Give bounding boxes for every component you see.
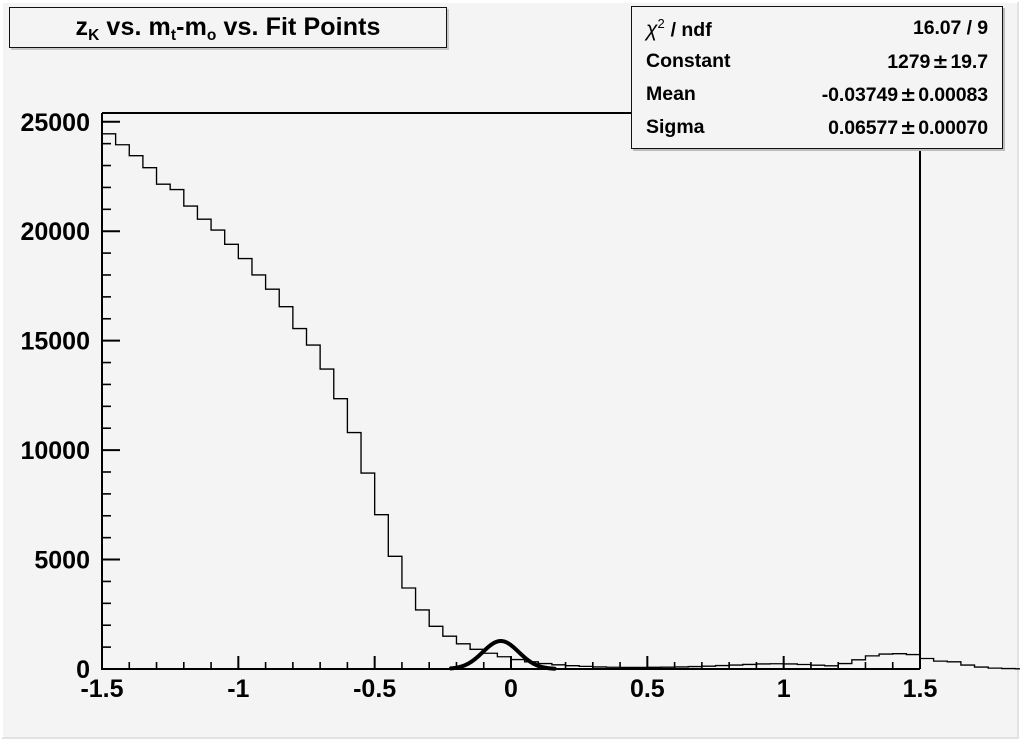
x-tick-label: 0.5 <box>630 675 665 703</box>
histogram-step-curve <box>101 133 1020 670</box>
page-title: zK vs. mt-mo vs. Fit Points <box>75 13 381 44</box>
title-mid: vs. m <box>99 13 171 41</box>
plus-minus-icon: ± <box>899 115 917 139</box>
sigma-value: 0.06577 <box>828 116 898 139</box>
constant-value: 1279 <box>887 50 931 73</box>
y-tick-label: 0 <box>76 656 90 684</box>
stat-value-chi2: 16.07 / 9 <box>913 17 988 39</box>
stat-row-constant: Constant 1279 ±19.7 <box>646 45 988 78</box>
x-tick-label: 1 <box>777 675 791 703</box>
title-suffix: vs. Fit Points <box>216 13 381 41</box>
title-mid2: -m <box>176 13 207 41</box>
gaussian-fit-curve <box>449 639 557 671</box>
plot-title-box: zK vs. mt-mo vs. Fit Points <box>9 7 447 48</box>
statistics-box: χ2 / ndf 16.07 / 9 Constant 1279 ±19.7 Me… <box>631 6 1003 149</box>
mean-value: -0.03749 <box>821 83 898 106</box>
x-tick-label: -1 <box>227 675 249 703</box>
x-tick-label: 0 <box>504 675 518 703</box>
plus-minus-icon: ± <box>932 49 949 73</box>
constant-error: 19.7 <box>950 50 988 73</box>
stat-value-mean: -0.03749 ±0.00083 <box>822 83 988 107</box>
stat-row-mean: Mean -0.03749 ±0.00083 <box>646 78 988 111</box>
y-tick-label: 5000 <box>34 547 90 575</box>
stat-value-sigma: 0.06577 ±0.00070 <box>828 116 988 140</box>
plot-frame-axes <box>101 113 920 670</box>
stat-label-chi2: χ2 / ndf <box>646 15 712 41</box>
mean-error: 0.00083 <box>918 83 988 106</box>
stat-label-sigma: Sigma <box>646 116 705 138</box>
x-tick-label: 1.5 <box>903 675 938 703</box>
y-tick-label: 25000 <box>20 109 90 137</box>
stat-label-mean: Mean <box>646 83 696 105</box>
y-tick-label: 10000 <box>20 437 90 465</box>
plus-minus-icon: ± <box>899 82 917 106</box>
title-sub-k: K <box>88 26 100 44</box>
stat-label-constant: Constant <box>646 50 731 72</box>
y-tick-label: 15000 <box>20 328 90 356</box>
stat-value-constant: 1279 ±19.7 <box>887 50 988 74</box>
title-prefix: z <box>75 13 89 41</box>
sigma-error: 0.00070 <box>918 116 988 139</box>
stat-row-chi2: χ2 / ndf 16.07 / 9 <box>646 12 988 45</box>
y-tick-label: 20000 <box>20 218 90 246</box>
x-tick-label: -1.5 <box>80 675 123 703</box>
title-sub-t: t <box>170 26 177 44</box>
x-tick-label: -0.5 <box>353 675 396 703</box>
stat-row-sigma: Sigma 0.06577 ±0.00070 <box>646 111 988 144</box>
title-sub-o: o <box>206 26 217 44</box>
